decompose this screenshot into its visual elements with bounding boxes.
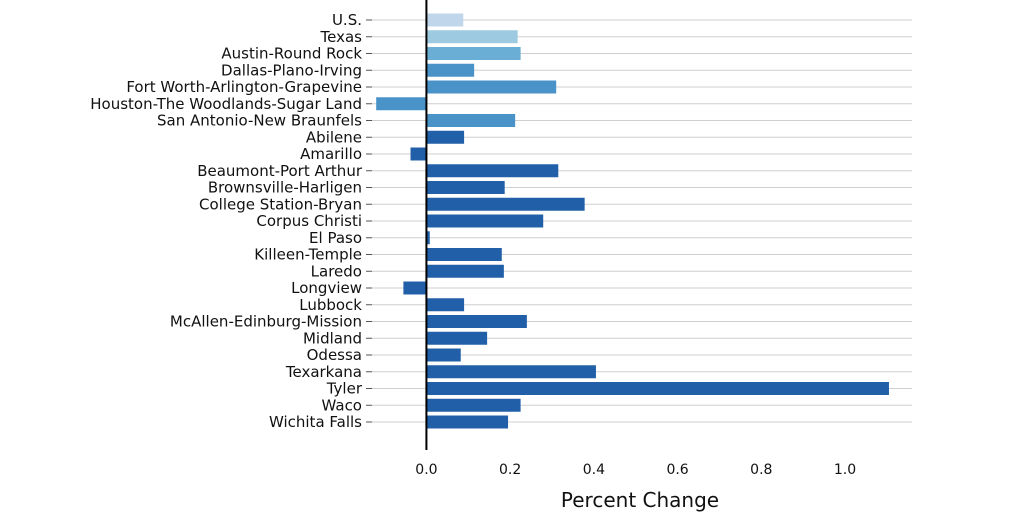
x-tick-label: 0.0 — [415, 462, 437, 478]
bar — [426, 231, 430, 245]
category-label: Texarkana — [285, 363, 362, 381]
category-label: Abilene — [306, 128, 362, 146]
bar — [426, 248, 502, 261]
bar — [376, 97, 427, 111]
bar — [426, 398, 521, 412]
category-label: Beaumont-Port Arthur — [197, 162, 363, 180]
bar — [426, 315, 527, 328]
category-label: U.S. — [332, 11, 362, 29]
category-label: Corpus Christi — [256, 212, 362, 230]
category-label: Longview — [291, 279, 362, 297]
bar — [426, 415, 509, 429]
x-axis-title: Percent Change — [561, 488, 719, 512]
category-label: Tyler — [326, 380, 363, 398]
bar — [426, 197, 585, 211]
category-label: San Antonio-New Braunfels — [157, 112, 362, 130]
bar — [426, 264, 504, 278]
category-label: Amarillo — [300, 145, 362, 163]
x-tick-label: 0.6 — [666, 462, 688, 478]
bar — [426, 130, 465, 144]
category-label: Lubbock — [299, 296, 362, 314]
category-label: Waco — [322, 396, 363, 414]
bar — [426, 331, 488, 345]
bars — [376, 13, 889, 429]
bar — [426, 13, 464, 27]
category-label: Texas — [320, 28, 363, 46]
category-label: Killeen-Temple — [254, 246, 362, 264]
bar — [426, 164, 559, 178]
category-label: Dallas-Plano-Irving — [221, 61, 362, 79]
category-label: El Paso — [309, 229, 362, 247]
category-label: Wichita Falls — [269, 413, 362, 431]
bar — [426, 181, 505, 194]
category-label: Brownsville-Harligen — [208, 179, 362, 197]
bar — [426, 298, 465, 312]
category-label: Austin-Round Rock — [221, 45, 362, 63]
bar — [426, 114, 516, 127]
category-label: Houston-The Woodlands-Sugar Land — [90, 95, 362, 113]
category-label: Midland — [303, 329, 362, 347]
bar — [426, 214, 544, 228]
bar — [426, 80, 557, 94]
bar — [426, 47, 521, 60]
bar — [426, 365, 596, 379]
category-label: Fort Worth-Arlington-Grapevine — [126, 78, 362, 96]
bar — [410, 147, 427, 161]
x-tick-label: 0.2 — [499, 462, 521, 478]
x-tick-labels: 0.0 0.2 0.4 0.6 0.8 1.0 — [415, 462, 856, 478]
x-tick-label: 1.0 — [834, 462, 856, 478]
bar — [426, 382, 889, 395]
bar — [426, 30, 518, 44]
x-tick-label: 0.4 — [583, 462, 605, 478]
x-tick-label: 0.8 — [750, 462, 772, 478]
bar — [403, 281, 427, 295]
category-label: College Station-Bryan — [199, 195, 362, 213]
bar — [426, 348, 461, 362]
category-label: Laredo — [311, 262, 362, 280]
category-label: Odessa — [307, 346, 362, 364]
category-label: McAllen-Edinburg-Mission — [170, 313, 362, 331]
bar — [426, 63, 475, 77]
